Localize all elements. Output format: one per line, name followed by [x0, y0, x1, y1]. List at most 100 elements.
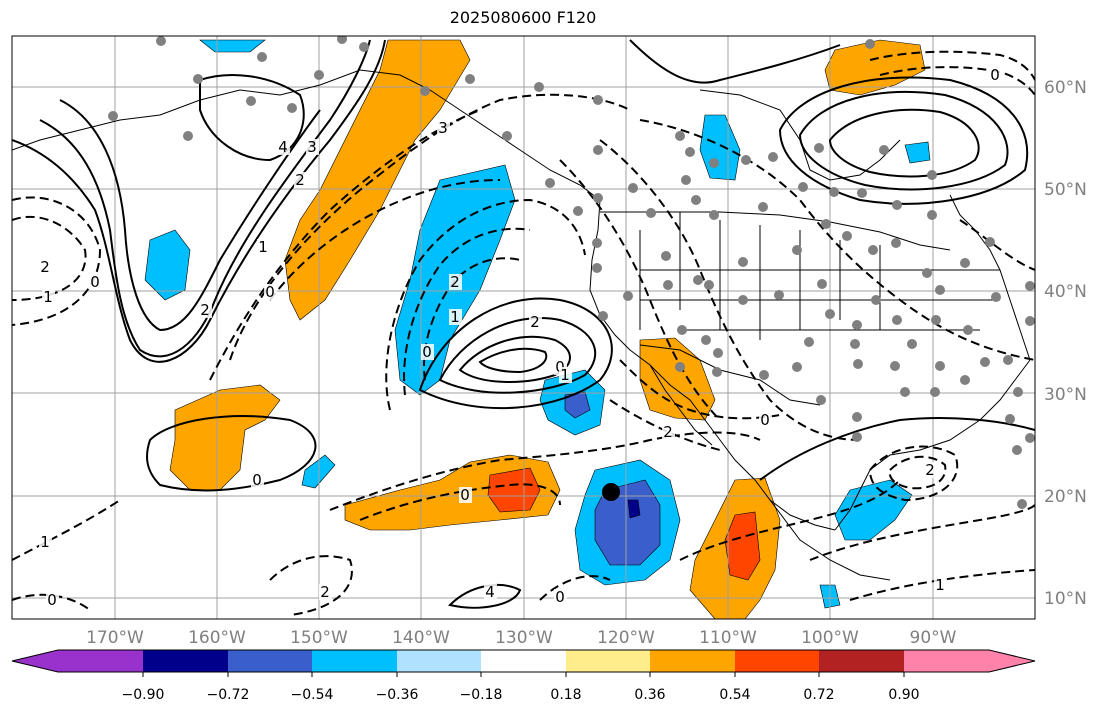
- shade-blue-north: [199, 39, 266, 53]
- contour-dash-us-2: [599, 139, 861, 441]
- lon-label-170w: 170°W: [86, 628, 144, 648]
- shade-red-20n: [487, 467, 541, 513]
- colorbar-outline: [11, 649, 1036, 673]
- contour-label-bg: [554, 589, 567, 605]
- contour-label: 0: [252, 471, 262, 489]
- contour-solid-low-2: [438, 317, 597, 394]
- lat-label-30: 30°N: [1044, 385, 1087, 405]
- shade-orange-hawaii: [169, 384, 281, 491]
- contour-dash-offshore-1: [385, 198, 586, 411]
- lon-label-110w: 110°W: [699, 628, 757, 648]
- contour-dash-gulf-3: [269, 179, 501, 301]
- cbar-label-1: −0.72: [207, 687, 250, 703]
- shade-med-blue-20n: [594, 479, 661, 566]
- cbar-label-3: −0.36: [376, 687, 419, 703]
- contour-label-bg: [251, 472, 264, 488]
- colorbar-band-9: [819, 650, 904, 672]
- contour-solid-ne-2: [798, 91, 1009, 191]
- contour-label: 0: [760, 411, 770, 429]
- contour-dash-gulf-1: [229, 93, 631, 361]
- colorbar-band-4: [397, 650, 481, 672]
- lat-label-40: 40°N: [1044, 282, 1087, 302]
- contour-label: 3: [307, 138, 317, 156]
- border-us-canada: [600, 211, 951, 251]
- lon-label-140w: 140°W: [392, 628, 450, 648]
- contour-label-bg: [529, 314, 542, 330]
- contour-label-bg: [437, 120, 450, 136]
- colorbar-band-10: [904, 650, 989, 672]
- contour-label-bg: [46, 592, 59, 608]
- coastlines: [12, 69, 1031, 581]
- contour-solid-ne-top: [629, 39, 841, 84]
- colorbar-band-1: [143, 650, 228, 672]
- cbar-label-7: 0.54: [719, 687, 750, 703]
- contour-solid-ak-loop: [199, 74, 305, 162]
- contour-dash-ne-1: [869, 50, 1035, 81]
- colorbar: [11, 649, 1036, 677]
- contour-label: 0: [265, 283, 275, 301]
- contour-label: 1: [258, 238, 268, 256]
- contour-dash-west-1: [12, 215, 87, 301]
- cbar-label-9: 0.90: [888, 687, 919, 703]
- cbar-label-0: −0.90: [122, 687, 165, 703]
- contour-dash-se-1: [809, 504, 1035, 561]
- contour-label-bg: [199, 302, 212, 318]
- coast-hudson: [699, 89, 901, 181]
- colorbar-band-8: [735, 650, 819, 672]
- contour-dash-20n-1: [329, 431, 761, 511]
- contour-solid-low-1: [418, 297, 613, 410]
- contour-label-bg: [319, 584, 332, 600]
- colorbar-band-0: [58, 650, 143, 672]
- lon-labels: 170°W 160°W 150°W 140°W 130°W 120°W 110°…: [86, 628, 957, 648]
- contour-solid-ne-1: [778, 76, 1029, 205]
- contour-label: 4: [278, 138, 288, 156]
- coast-east: [949, 194, 1031, 361]
- map-frame: [11, 35, 1036, 620]
- station-dots: [108, 36, 1035, 509]
- contour-label: 2: [200, 301, 210, 319]
- contour-label: 2: [530, 313, 540, 331]
- lon-label-130w: 130°W: [495, 628, 553, 648]
- contour-dash-gulf-low-1: [868, 445, 958, 502]
- cbar-label-8: 0.72: [803, 687, 834, 703]
- map-area: 2104321023210201001024020210: [12, 36, 1035, 619]
- contour-solid-ne-3: [828, 108, 980, 178]
- contour-dash-south-1: [12, 499, 121, 561]
- contour-label: 2: [295, 171, 305, 189]
- contour-label-bg: [559, 367, 572, 383]
- solid-contours: [12, 39, 1035, 609]
- colorbar-band-6: [566, 650, 650, 672]
- colorbar-extend-high: [989, 650, 1035, 672]
- shade-blue-hudson: [904, 141, 931, 164]
- contour-dash-south-3: [269, 555, 353, 616]
- contour-label-bg: [459, 487, 472, 503]
- contour-dash-gulf-2: [209, 109, 481, 381]
- contour-label-bg: [294, 172, 307, 188]
- contour-label: 1: [40, 533, 50, 551]
- contour-label: 0: [47, 591, 57, 609]
- lat-label-50: 50°N: [1044, 180, 1087, 200]
- contour-label-bg: [759, 412, 772, 428]
- contour-solid-se: [759, 417, 1035, 481]
- shade-red-mexico: [724, 511, 761, 581]
- lon-label-120w: 120°W: [597, 628, 655, 648]
- contour-label-bg: [449, 274, 462, 290]
- contour-dash-20n-2: [359, 483, 561, 521]
- contour-label: 0: [555, 588, 565, 606]
- contour-solid-low-3: [458, 335, 571, 383]
- contour-label-bg: [39, 259, 52, 275]
- contour-solid-west-3: [59, 99, 321, 332]
- coast-alaska: [12, 69, 601, 201]
- lon-label-160w: 160°W: [188, 628, 246, 648]
- contour-label-bg: [42, 289, 55, 305]
- shade-orange-gulf-alaska: [284, 39, 471, 321]
- contour-dash-west-2: [12, 196, 102, 326]
- contour-label: 0: [460, 486, 470, 504]
- contour-dash-east: [959, 219, 1035, 271]
- contour-label: 3: [438, 119, 448, 137]
- contour-dash-se-2: [849, 569, 1035, 601]
- contour-dash-ne-2: [879, 66, 1035, 96]
- contour-solid-low-4: [478, 347, 548, 374]
- contour-dash-us-1: [639, 119, 1035, 361]
